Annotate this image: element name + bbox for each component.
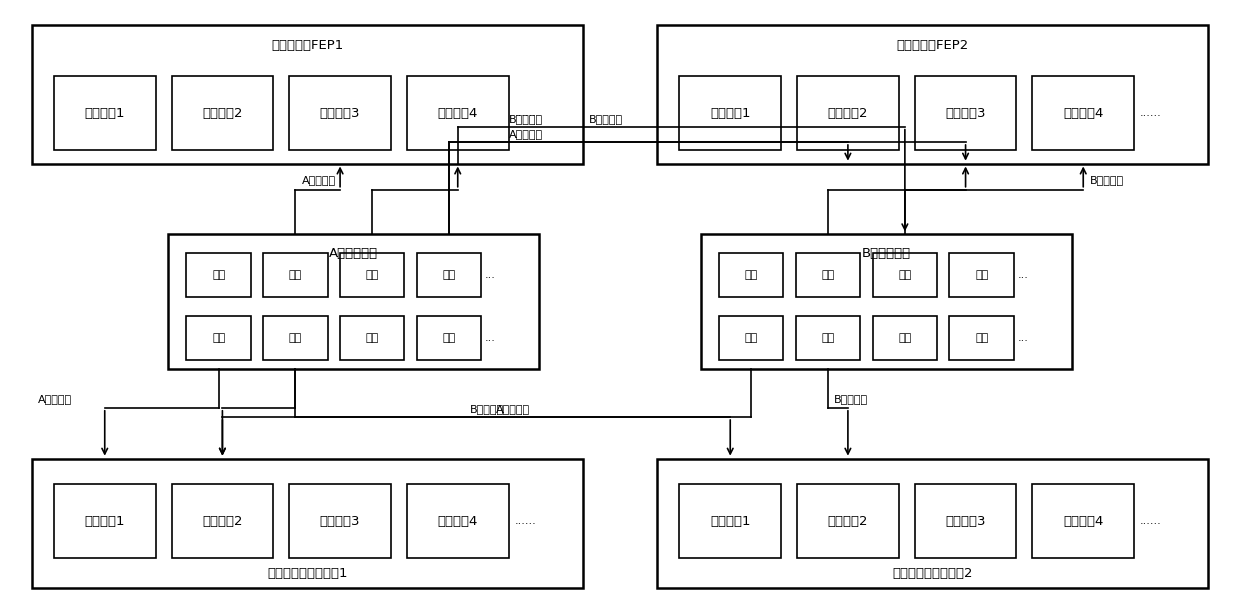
Text: B环网钉路: B环网钉路	[835, 394, 868, 404]
Bar	[950, 316, 1014, 360]
Text: 物理网口1: 物理网口1	[84, 107, 125, 120]
Bar	[1033, 76, 1135, 150]
Text: 网口: 网口	[975, 270, 988, 280]
Bar	[289, 484, 391, 558]
Text: 物理网口3: 物理网口3	[320, 107, 361, 120]
Bar	[915, 484, 1017, 558]
Text: 网口: 网口	[745, 270, 758, 280]
Text: 物理网口3: 物理网口3	[945, 515, 986, 528]
Text: ...: ...	[1018, 333, 1028, 343]
Text: 网口: 网口	[821, 333, 835, 343]
Bar	[657, 25, 1208, 164]
Bar	[32, 458, 583, 588]
Bar	[915, 76, 1017, 150]
Text: A环网钉路: A环网钉路	[496, 404, 529, 414]
Text: B环网钉路: B环网钉路	[508, 113, 543, 124]
Bar	[171, 76, 273, 150]
Bar	[701, 234, 1073, 370]
Text: 网口: 网口	[821, 270, 835, 280]
Bar	[719, 316, 784, 360]
Text: 网口: 网口	[745, 333, 758, 343]
Bar	[407, 484, 508, 558]
Text: ......: ......	[515, 516, 537, 526]
Bar	[407, 76, 508, 150]
Text: 网口: 网口	[289, 333, 303, 343]
Text: 物理网口4: 物理网口4	[1063, 515, 1104, 528]
Bar	[417, 253, 481, 297]
Text: 物理网口1: 物理网口1	[84, 515, 125, 528]
Bar	[55, 76, 155, 150]
Bar	[186, 316, 250, 360]
Text: B环网钉路: B环网钉路	[589, 113, 624, 124]
Bar	[263, 316, 327, 360]
Text: 网口: 网口	[443, 333, 455, 343]
Text: 网口: 网口	[975, 333, 988, 343]
Text: 通信前置朿FEP1: 通信前置朿FEP1	[272, 39, 343, 52]
Bar	[796, 316, 861, 360]
Text: ...: ...	[485, 333, 496, 343]
Text: 物理网口2: 物理网口2	[202, 515, 243, 528]
Text: 物理网口3: 物理网口3	[945, 107, 986, 120]
Bar	[796, 253, 861, 297]
Text: A环网钉路: A环网钉路	[301, 176, 336, 185]
Text: 物理网口3: 物理网口3	[320, 515, 361, 528]
Text: 综合监控实时服务全2: 综合监控实时服务全2	[893, 567, 973, 580]
Text: ......: ......	[1141, 108, 1162, 118]
Bar	[873, 253, 937, 297]
Text: 网口: 网口	[366, 270, 379, 280]
Bar	[950, 253, 1014, 297]
Text: A环网钉路: A环网钉路	[38, 394, 72, 404]
Text: 综合监控实时服务全1: 综合监控实时服务全1	[267, 567, 347, 580]
Text: 网口: 网口	[898, 333, 911, 343]
Text: ......: ......	[515, 108, 537, 118]
Text: B环网钉路: B环网钉路	[1090, 176, 1123, 185]
Bar	[32, 25, 583, 164]
Text: 网口: 网口	[289, 270, 303, 280]
Text: ......: ......	[1141, 516, 1162, 526]
Text: 网口: 网口	[443, 270, 455, 280]
Text: 物理网口2: 物理网口2	[827, 107, 868, 120]
Text: A环网交换朿: A环网交换朿	[329, 246, 378, 259]
Text: 网口: 网口	[366, 333, 379, 343]
Bar	[289, 76, 391, 150]
Bar	[171, 484, 273, 558]
Text: B环网钉路: B环网钉路	[470, 404, 503, 414]
Bar	[417, 316, 481, 360]
Text: 网口: 网口	[212, 270, 226, 280]
Text: A环网钉路: A环网钉路	[508, 129, 543, 139]
Bar	[657, 458, 1208, 588]
Bar	[340, 253, 404, 297]
Bar	[167, 234, 539, 370]
Bar	[55, 484, 155, 558]
Text: 通信前置朿FEP2: 通信前置朿FEP2	[897, 39, 968, 52]
Bar	[680, 76, 781, 150]
Text: 物理网口4: 物理网口4	[438, 515, 477, 528]
Bar	[340, 316, 404, 360]
Text: ...: ...	[1018, 270, 1028, 280]
Text: 物理网口1: 物理网口1	[711, 107, 750, 120]
Text: 网口: 网口	[898, 270, 911, 280]
Bar	[263, 253, 327, 297]
Bar	[797, 76, 899, 150]
Text: B环网交换朿: B环网交换朿	[862, 246, 911, 259]
Bar	[719, 253, 784, 297]
Text: 物理网口4: 物理网口4	[438, 107, 477, 120]
Text: 网口: 网口	[212, 333, 226, 343]
Bar	[873, 316, 937, 360]
Bar	[797, 484, 899, 558]
Text: ...: ...	[485, 270, 496, 280]
Text: 物理网口2: 物理网口2	[202, 107, 243, 120]
Text: 物理网口4: 物理网口4	[1063, 107, 1104, 120]
Text: 物理网口2: 物理网口2	[827, 515, 868, 528]
Bar	[680, 484, 781, 558]
Text: 物理网口1: 物理网口1	[711, 515, 750, 528]
Bar	[1033, 484, 1135, 558]
Bar	[186, 253, 250, 297]
